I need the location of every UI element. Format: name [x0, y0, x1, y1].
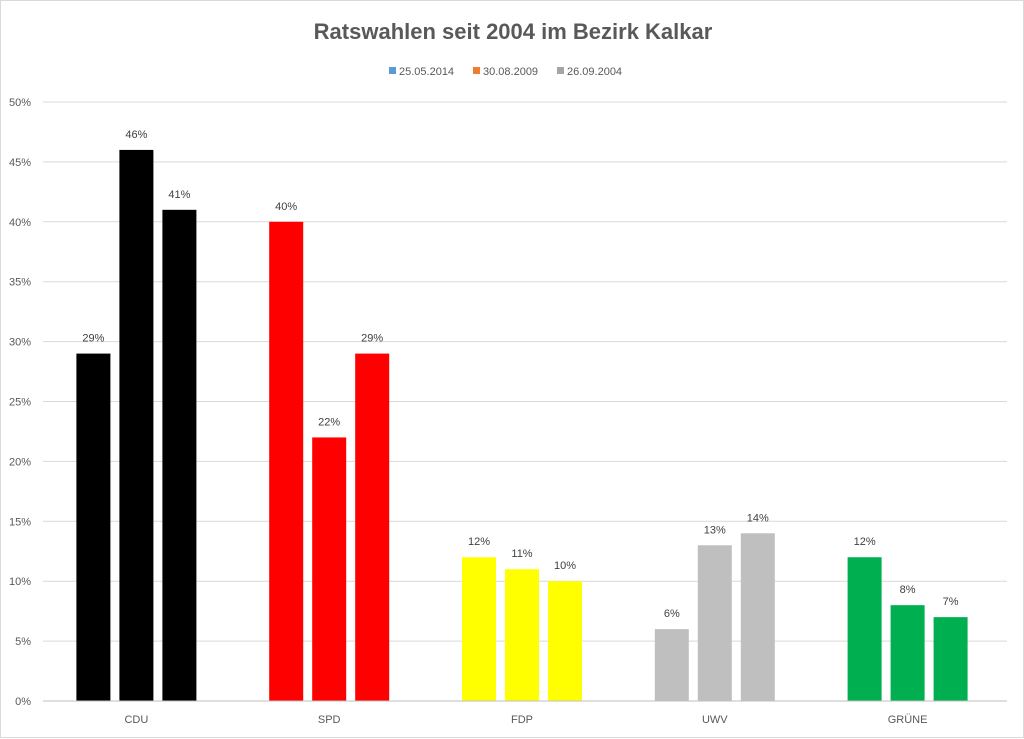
- data-label: 11%: [511, 548, 532, 560]
- bar: [162, 209, 197, 701]
- legend-label: 26.09.2004: [567, 66, 622, 78]
- data-label: 29%: [82, 333, 104, 345]
- bar: [269, 221, 304, 702]
- data-label: 46%: [125, 129, 147, 141]
- y-tick-label: 20%: [9, 456, 31, 468]
- bar: [847, 557, 882, 701]
- data-label: 13%: [704, 524, 726, 536]
- y-tick-label: 25%: [9, 397, 31, 409]
- bar: [76, 353, 111, 701]
- legend-swatch: [557, 67, 564, 74]
- bar: [654, 629, 689, 701]
- category-label: GRÜNE: [888, 714, 928, 726]
- legend-label: 30.08.2009: [483, 66, 538, 78]
- y-tick-label: 30%: [9, 337, 31, 349]
- y-tick-label: 10%: [9, 576, 31, 588]
- data-label: 12%: [854, 536, 876, 548]
- bar: [548, 581, 582, 701]
- y-tick-label: 45%: [9, 157, 31, 169]
- legend-swatch: [389, 67, 396, 74]
- y-tick-label: 5%: [15, 636, 31, 648]
- data-label: 12%: [468, 536, 490, 548]
- legend: 25.05.2014 30.08.2009 26.09.2004: [389, 66, 622, 78]
- y-tick-label: 50%: [9, 97, 31, 109]
- bar: [119, 149, 154, 702]
- data-label: 7%: [943, 596, 959, 608]
- category-label: SPD: [318, 714, 341, 726]
- legend-label: 25.05.2014: [399, 66, 454, 78]
- data-label: 14%: [747, 512, 769, 524]
- y-tick-label: 35%: [9, 277, 31, 289]
- bar: [355, 353, 390, 701]
- chart-title: Ratswahlen seit 2004 im Bezirk Kalkar: [314, 19, 713, 44]
- y-tick-label: 0%: [15, 696, 31, 708]
- data-label: 8%: [900, 584, 916, 596]
- data-labels: 29% 46% 41% 40% 22% 29% 12% 11% 10% 6% 13% 14% 12% 8%…: [82, 129, 958, 620]
- bar: [933, 617, 968, 701]
- data-label: 22%: [318, 416, 340, 428]
- x-axis-categories: CDU SPD FDP UWV GRÜNE: [124, 714, 927, 726]
- bar: [312, 437, 347, 701]
- y-tick-label: 15%: [9, 516, 31, 528]
- bar: [890, 605, 925, 701]
- legend-swatch: [473, 67, 480, 74]
- bars: [76, 149, 968, 702]
- data-label: 29%: [361, 333, 383, 345]
- category-label: CDU: [124, 714, 148, 726]
- category-label: UWV: [702, 714, 728, 726]
- bar: [505, 569, 539, 701]
- bar: [740, 533, 775, 701]
- bar: [462, 557, 496, 701]
- gridlines: [43, 101, 1007, 642]
- bar: [697, 545, 732, 701]
- data-label: 6%: [664, 608, 680, 620]
- data-label: 41%: [168, 189, 190, 201]
- data-label: 40%: [275, 201, 297, 213]
- y-axis-ticks: 0% 5% 10% 15% 20% 25% 30% 35% 40% 45% 50%: [9, 97, 31, 708]
- category-label: FDP: [511, 714, 533, 726]
- data-label: 10%: [554, 560, 576, 572]
- y-tick-label: 40%: [9, 217, 31, 229]
